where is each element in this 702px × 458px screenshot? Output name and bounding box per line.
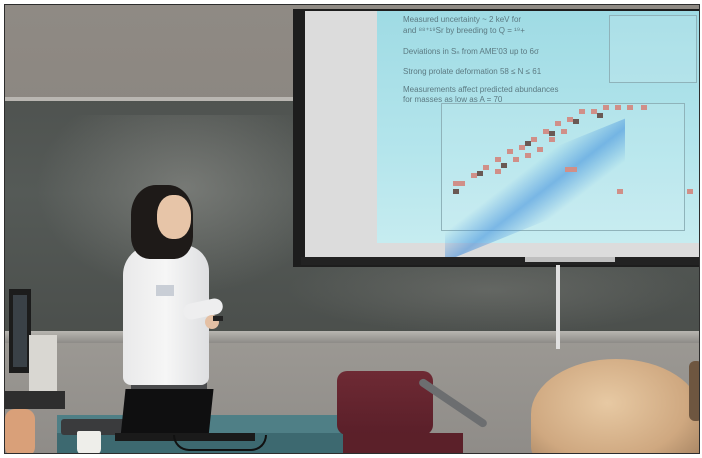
- slide-text-line: Measured uncertainty ~ 2 keV for: [403, 15, 522, 24]
- screen-pull-cord: [556, 265, 560, 349]
- audience-member-head-edge: [689, 361, 699, 421]
- lecture-photo: Measured uncertainty ~ 2 keV for and ⁸⁸⁺…: [4, 4, 700, 454]
- slide-text-line: Deviations in Sₙ from AME'03 up to 6σ: [403, 47, 539, 56]
- cable: [173, 435, 267, 451]
- chair-back: [337, 371, 433, 435]
- slide-text-line: for masses as low as A = 70: [403, 95, 503, 104]
- presenter-face: [157, 195, 191, 239]
- laptop-screen: [120, 389, 214, 437]
- monitor-screen: [13, 295, 27, 367]
- slide-nuclide-cells: [5, 5, 699, 453]
- board-top-rail: [5, 97, 305, 101]
- slide-text-line: and ⁸⁸⁺¹⁹Sr by breeding to Q = ¹⁹+: [403, 26, 525, 35]
- speaker: [29, 335, 57, 391]
- audience-member-head: [531, 359, 699, 453]
- chair-seat: [343, 433, 463, 453]
- screen-label-plate: [525, 257, 615, 262]
- screen-bottom-bar: [301, 257, 699, 265]
- audience-member-shoulder: [5, 409, 35, 453]
- name-badge: [156, 285, 174, 296]
- paper-cup: [77, 431, 101, 453]
- slide-text-line: Strong prolate deformation 58 ≤ N ≤ 61: [403, 67, 542, 76]
- slide-text-line: Measurements affect predicted abundances: [403, 85, 559, 94]
- slide-inset-figure: [609, 15, 697, 83]
- desk: [5, 391, 65, 409]
- presentation-remote: [213, 316, 223, 321]
